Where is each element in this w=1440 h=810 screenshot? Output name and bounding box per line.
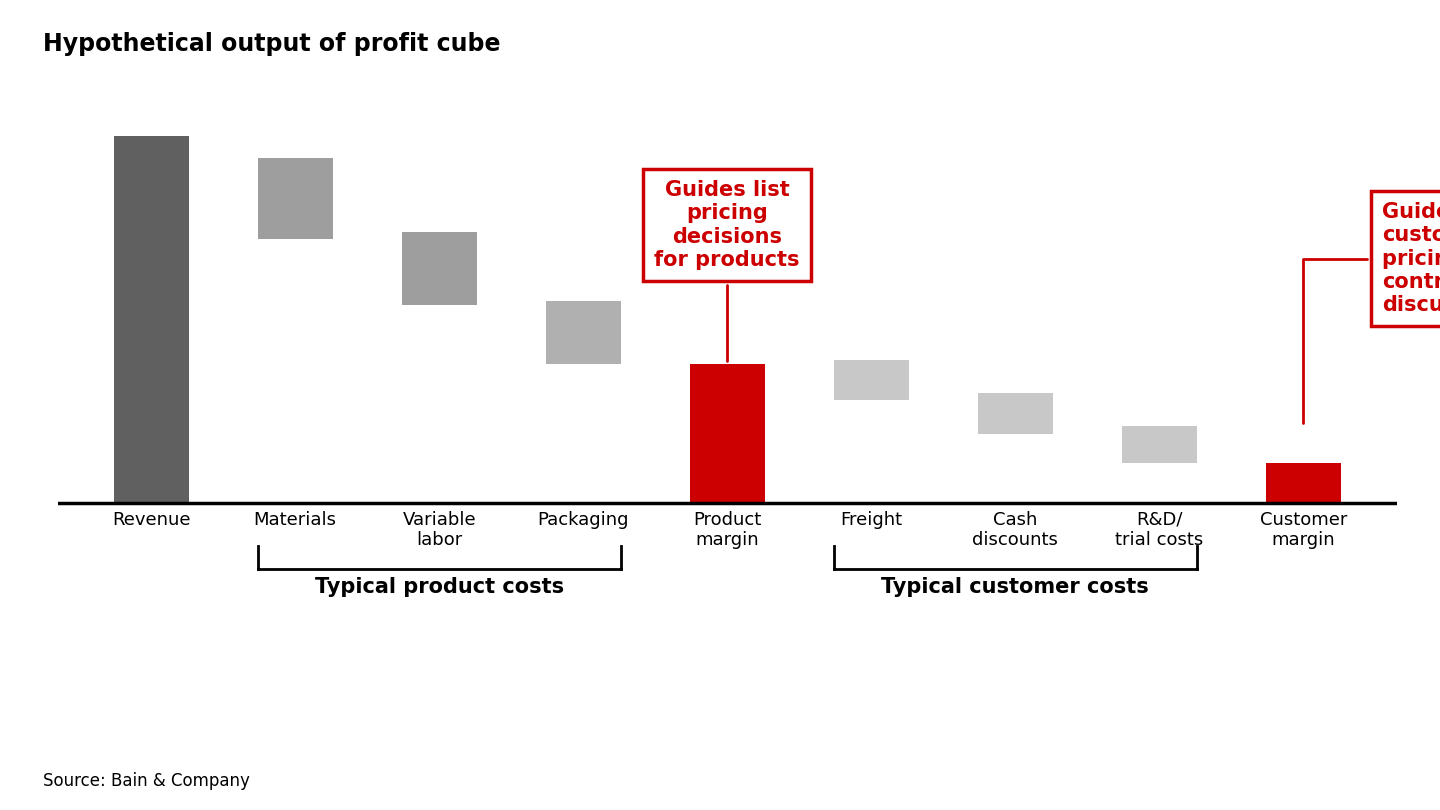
Text: Typical product costs: Typical product costs bbox=[314, 577, 564, 597]
Bar bbox=[402, 232, 477, 305]
Text: Source: Bain & Company: Source: Bain & Company bbox=[43, 772, 251, 790]
Text: Customer
margin: Customer margin bbox=[1260, 510, 1346, 549]
Text: Revenue: Revenue bbox=[112, 510, 190, 529]
Bar bbox=[546, 301, 621, 364]
Bar bbox=[114, 136, 189, 503]
Bar bbox=[690, 364, 765, 503]
Bar bbox=[978, 393, 1053, 433]
Text: Guides
customer-specific
pricing and
contract
discussions: Guides customer-specific pricing and con… bbox=[1303, 202, 1440, 424]
Text: Freight: Freight bbox=[840, 510, 903, 529]
Text: Cash
discounts: Cash discounts bbox=[972, 510, 1058, 549]
Text: Product
margin: Product margin bbox=[693, 510, 762, 549]
Text: Materials: Materials bbox=[253, 510, 337, 529]
Text: Hypothetical output of profit cube: Hypothetical output of profit cube bbox=[43, 32, 501, 57]
Text: Packaging: Packaging bbox=[537, 510, 629, 529]
Bar bbox=[1266, 463, 1341, 503]
Bar bbox=[1122, 426, 1197, 463]
Text: R&D/
trial costs: R&D/ trial costs bbox=[1115, 510, 1204, 549]
Bar bbox=[258, 158, 333, 239]
Text: Typical customer costs: Typical customer costs bbox=[881, 577, 1149, 597]
Text: Variable
labor: Variable labor bbox=[402, 510, 477, 549]
Bar bbox=[834, 360, 909, 400]
Text: Guides list
pricing
decisions
for products: Guides list pricing decisions for produc… bbox=[654, 180, 801, 361]
